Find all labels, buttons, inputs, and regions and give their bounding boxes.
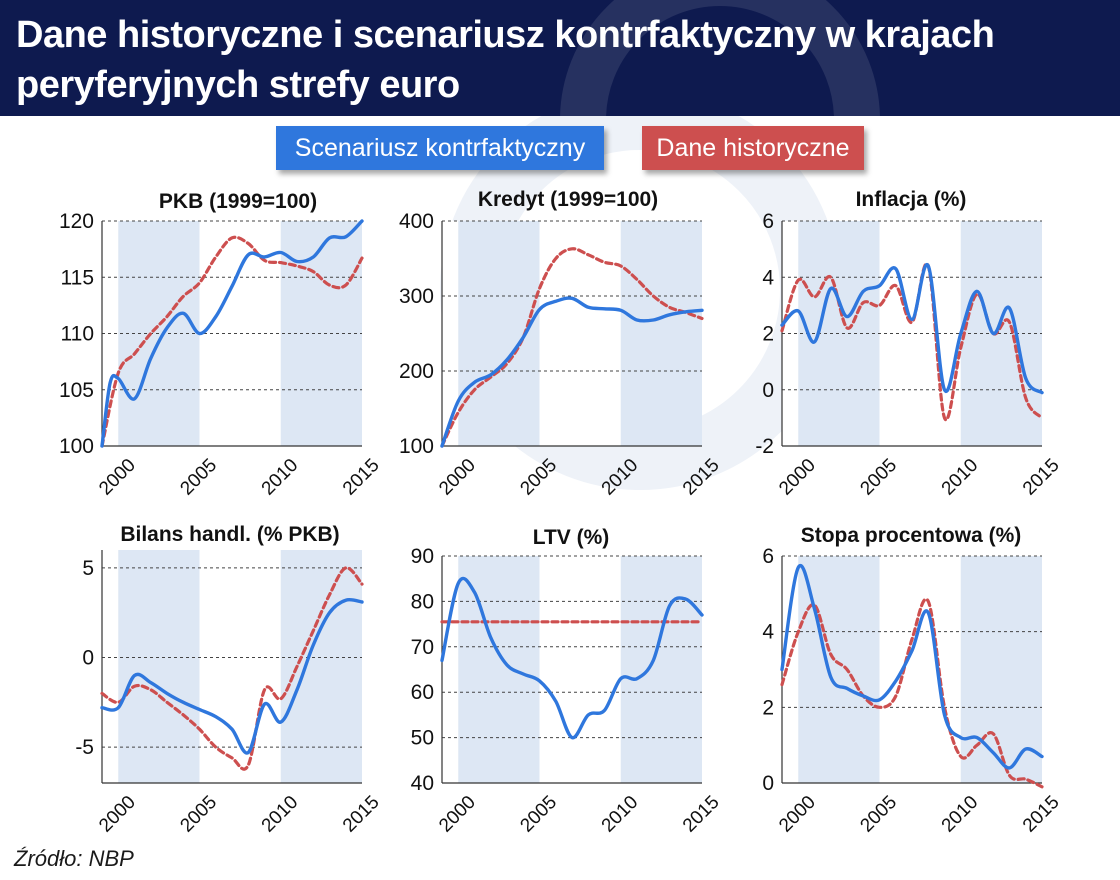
x-tick-label: 2010 bbox=[598, 455, 643, 500]
y-tick-label: 0 bbox=[762, 379, 774, 402]
shaded-band-2 bbox=[620, 221, 702, 446]
y-tick-label: 4 bbox=[762, 266, 774, 289]
x-tick-label: 2015 bbox=[1019, 455, 1064, 500]
y-tick-label: 70 bbox=[411, 636, 434, 659]
series-line-counterfactual bbox=[100, 597, 364, 755]
y-tick-label: 115 bbox=[61, 266, 94, 289]
y-tick-label: 200 bbox=[399, 360, 434, 383]
chart-title: PKB (1999=100) bbox=[159, 190, 317, 213]
shaded-band-2 bbox=[280, 550, 362, 783]
chart-panel-2: 100 200 300 400 2000 2005 2010 2015 Kredyt (1999… bbox=[399, 188, 724, 500]
y-tick-label: 105 bbox=[59, 379, 94, 402]
x-tick-label: 2005 bbox=[176, 455, 221, 500]
shaded-band-1 bbox=[118, 550, 200, 783]
shaded-band-2 bbox=[960, 556, 1042, 783]
x-tick-label: 2010 bbox=[938, 455, 983, 500]
y-tick-label: 4 bbox=[762, 621, 774, 644]
series-line-historical bbox=[100, 566, 364, 771]
y-tick-label: 40 bbox=[411, 772, 434, 795]
x-tick-label: 2010 bbox=[258, 792, 303, 837]
x-tick-label: 2000 bbox=[95, 455, 140, 500]
legend-counterfactual: Scenariusz kontrfaktyczny bbox=[276, 126, 604, 170]
x-tick-label: 2000 bbox=[95, 792, 140, 837]
y-tick-label: 2 bbox=[762, 696, 774, 719]
legend-historical: Dane historyczne bbox=[642, 126, 864, 170]
chart-panel-3: -2 0 2 4 6 2000 2005 2010 2015 Inflacja (%) bbox=[755, 188, 1063, 500]
chart-title: Inflacja (%) bbox=[856, 188, 967, 211]
series-line-counterfactual bbox=[100, 219, 364, 448]
x-tick-label: 2005 bbox=[516, 455, 561, 500]
series-line-counterfactual bbox=[780, 563, 1044, 770]
y-tick-label: 400 bbox=[399, 210, 434, 233]
chart-panel-5: 40 50 60 70 80 90 2000 2005 2010 2015 LTV (%) bbox=[411, 526, 724, 837]
y-tick-label: 60 bbox=[411, 681, 434, 704]
y-tick-label: 50 bbox=[411, 727, 434, 750]
series-line-historical bbox=[100, 235, 364, 448]
x-tick-label: 2015 bbox=[1019, 792, 1064, 837]
series-line-counterfactual bbox=[780, 262, 1044, 395]
x-tick-label: 2000 bbox=[435, 455, 480, 500]
y-tick-label: 6 bbox=[762, 545, 774, 568]
y-tick-label: 300 bbox=[399, 285, 434, 308]
x-tick-label: 2015 bbox=[339, 792, 384, 837]
y-tick-label: 0 bbox=[82, 647, 94, 670]
chart-title: Kredyt (1999=100) bbox=[478, 188, 658, 211]
y-tick-label: 2 bbox=[762, 323, 774, 346]
y-tick-label: 0 bbox=[762, 772, 774, 795]
y-tick-label: 5 bbox=[82, 557, 94, 580]
x-tick-label: 2005 bbox=[176, 792, 221, 837]
shaded-band-1 bbox=[458, 556, 540, 783]
chart-panel-1: 100 105 110 115 120 2000 2005 2010 2015 PKB (1999… bbox=[59, 190, 384, 500]
shaded-band-2 bbox=[620, 556, 702, 783]
y-tick-label: 90 bbox=[411, 545, 434, 568]
series-line-historical bbox=[780, 597, 1044, 789]
chart-panel-6: 0 2 4 6 2000 2005 2010 2015 Stopa procentowa (%) bbox=[762, 524, 1063, 837]
x-tick-label: 2010 bbox=[598, 792, 643, 837]
y-tick-label: 120 bbox=[59, 210, 94, 233]
source-note: Źródło: NBP bbox=[14, 846, 134, 871]
page-title: Dane historyczne i scenariusz kontrfakty… bbox=[16, 14, 995, 106]
x-tick-label: 2000 bbox=[435, 792, 480, 837]
y-tick-label: 100 bbox=[59, 435, 94, 458]
x-tick-label: 2015 bbox=[679, 792, 724, 837]
y-tick-label: -5 bbox=[75, 736, 94, 759]
x-tick-label: 2010 bbox=[258, 455, 303, 500]
x-tick-label: 2015 bbox=[679, 455, 724, 500]
x-tick-label: 2005 bbox=[516, 792, 561, 837]
chart-title: Bilans handl. (% PKB) bbox=[120, 523, 339, 546]
header-banner: Dane historyczne i scenariusz kontrfakty… bbox=[0, 0, 1120, 116]
y-tick-label: 80 bbox=[411, 590, 434, 613]
x-tick-label: 2005 bbox=[856, 792, 901, 837]
y-tick-label: -2 bbox=[755, 435, 774, 458]
x-tick-label: 2010 bbox=[938, 792, 983, 837]
y-tick-label: 100 bbox=[399, 435, 434, 458]
series-line-counterfactual bbox=[440, 576, 704, 740]
y-tick-label: 6 bbox=[762, 210, 774, 233]
y-tick-label: 110 bbox=[61, 323, 94, 346]
chart-title: LTV (%) bbox=[533, 526, 610, 549]
x-tick-label: 2000 bbox=[775, 792, 820, 837]
x-tick-label: 2015 bbox=[339, 455, 384, 500]
chart-panel-4: -5 0 5 2000 2005 2010 2015 Bilans handl. (% PKB… bbox=[75, 523, 383, 837]
x-tick-label: 2000 bbox=[775, 455, 820, 500]
chart-title: Stopa procentowa (%) bbox=[801, 524, 1022, 547]
series-line-historical bbox=[440, 247, 704, 448]
x-tick-label: 2005 bbox=[856, 455, 901, 500]
series-line-counterfactual bbox=[440, 296, 704, 448]
